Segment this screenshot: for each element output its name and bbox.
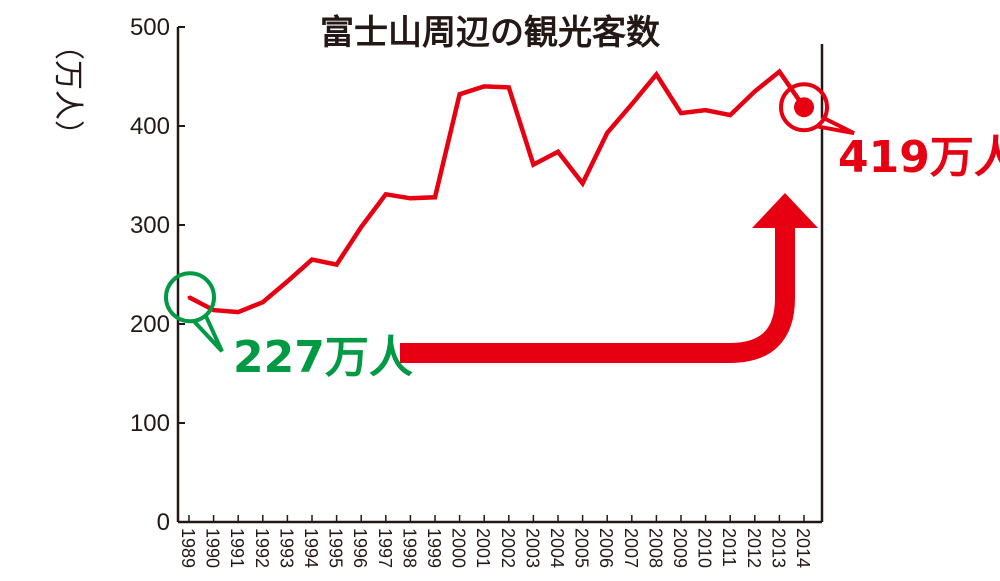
start-highlight-circle: [164, 271, 216, 324]
x-tick-label: 2012: [744, 528, 764, 568]
x-tick-label: 1994: [301, 528, 321, 568]
data-point: [728, 113, 732, 117]
growth-arrow-shaft: [400, 226, 795, 363]
x-tick-label: 2003: [522, 528, 542, 568]
x-tick-label: 2001: [473, 528, 493, 568]
start-callout-tail: [191, 315, 224, 353]
data-point: [704, 108, 708, 112]
start-value-annotation: 227万人: [233, 332, 413, 383]
y-tick-label: 200: [130, 311, 170, 338]
y-tick-label: 0: [157, 509, 170, 536]
data-point: [605, 131, 609, 135]
y-axis-label-group: （万人）: [50, 30, 85, 150]
end-value-annotation: 419万人: [838, 132, 1000, 183]
data-point: [261, 300, 265, 304]
x-tick-label: 1990: [203, 528, 223, 568]
data-point: [630, 102, 634, 106]
data-point: [482, 84, 486, 88]
y-tick-label: 100: [130, 410, 170, 437]
x-tick-label: 1998: [399, 528, 419, 568]
data-point: [384, 192, 388, 196]
end-point-dot: [794, 97, 814, 118]
y-tick-label: 300: [130, 212, 170, 239]
data-point: [581, 181, 585, 185]
data-point: [359, 225, 363, 229]
data-point: [236, 310, 240, 314]
x-tick-label: 2008: [645, 528, 665, 568]
x-tick-label: 1991: [227, 528, 247, 568]
x-tick-label: 2014: [793, 528, 813, 568]
x-tick-label: 2004: [547, 528, 567, 568]
x-tick-label: 2009: [670, 528, 690, 568]
data-point: [753, 89, 757, 93]
x-tick-label: 1995: [326, 528, 346, 568]
data-point: [679, 111, 683, 115]
data-point: [654, 73, 658, 77]
x-tick-label: 2013: [768, 528, 788, 568]
data-point: [531, 163, 535, 167]
end-highlight-circle: [779, 82, 829, 133]
growth-arrow-head: [752, 193, 818, 228]
chart-title: 富士山周辺の観光客数: [320, 13, 660, 53]
data-point: [408, 196, 412, 200]
data-point: [777, 70, 781, 74]
x-tick-label: 1989: [178, 528, 198, 568]
x-tick-label: 2011: [719, 528, 739, 567]
data-point: [335, 263, 339, 267]
x-tick-label: 2005: [572, 528, 592, 568]
x-tick-label: 2006: [596, 528, 616, 568]
y-tick-label: 400: [130, 113, 170, 140]
data-point: [310, 258, 314, 262]
data-point: [507, 85, 511, 89]
data-point: [285, 279, 289, 283]
x-tick-label: 2002: [498, 528, 518, 568]
x-tick-label: 1993: [276, 528, 296, 568]
x-tick-label: 2000: [449, 528, 469, 568]
y-tick-label: 500: [130, 14, 170, 41]
series-line: [187, 68, 806, 315]
data-point: [458, 92, 462, 96]
data-point: [187, 295, 191, 299]
data-point: [433, 195, 437, 199]
x-tick-label: 1996: [350, 528, 370, 568]
x-tick-label: 2010: [695, 528, 715, 568]
y-axis-label: （万人）: [50, 30, 85, 150]
x-tick-label: 1997: [375, 528, 395, 568]
x-tick-label: 2007: [621, 528, 641, 568]
data-point: [556, 150, 560, 154]
end-callout-tail: [815, 115, 855, 136]
x-tick-label: 1999: [424, 528, 444, 568]
x-tick-label: 1992: [252, 528, 272, 568]
